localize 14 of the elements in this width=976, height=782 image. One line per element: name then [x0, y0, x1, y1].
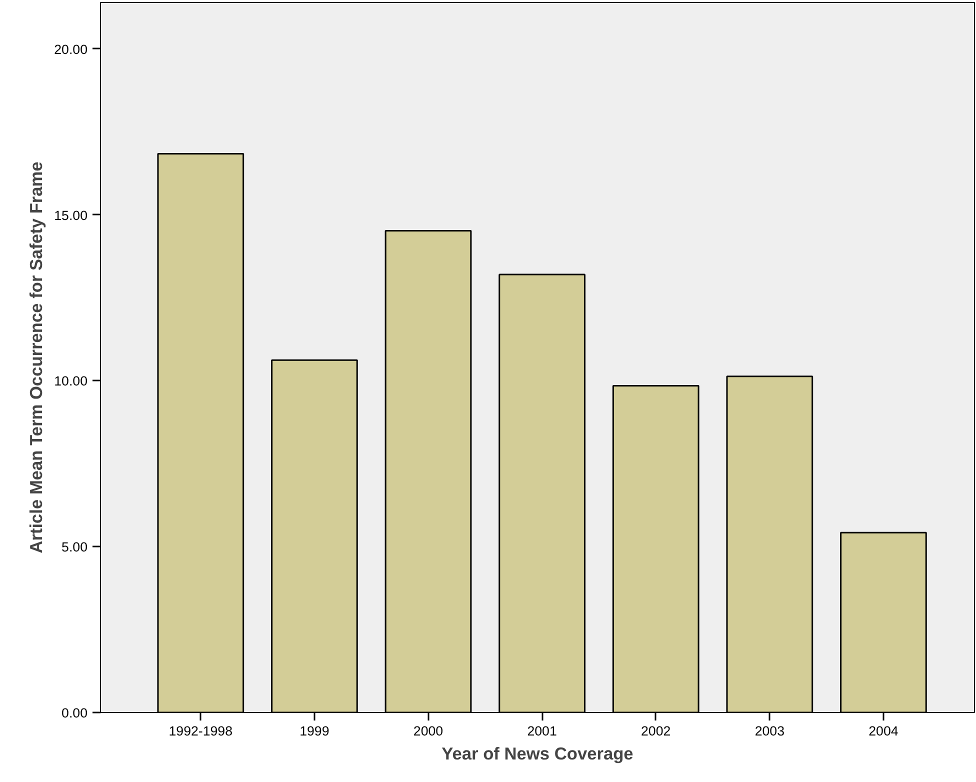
x-axis-title: Year of News Coverage [442, 744, 634, 764]
y-tick-label: 10.00 [54, 374, 88, 389]
y-tick-label: 15.00 [54, 208, 88, 223]
y-tick-label: 0.00 [62, 706, 88, 720]
x-tick-label: 2002 [641, 724, 671, 738]
y-axis-title: Article Mean Term Occurrence for Safety Frame [26, 161, 46, 554]
x-tick-label: 2003 [754, 724, 784, 738]
x-tick-label: 1992-1998 [168, 724, 233, 738]
y-tick-label: 5.00 [62, 540, 88, 555]
y-tick-label: 20.00 [54, 42, 88, 57]
x-tick-label: 2004 [868, 724, 899, 738]
x-tick-label: 2001 [527, 724, 557, 738]
x-tick-label: 2000 [413, 724, 444, 738]
x-tick-label: 1999 [300, 724, 330, 738]
